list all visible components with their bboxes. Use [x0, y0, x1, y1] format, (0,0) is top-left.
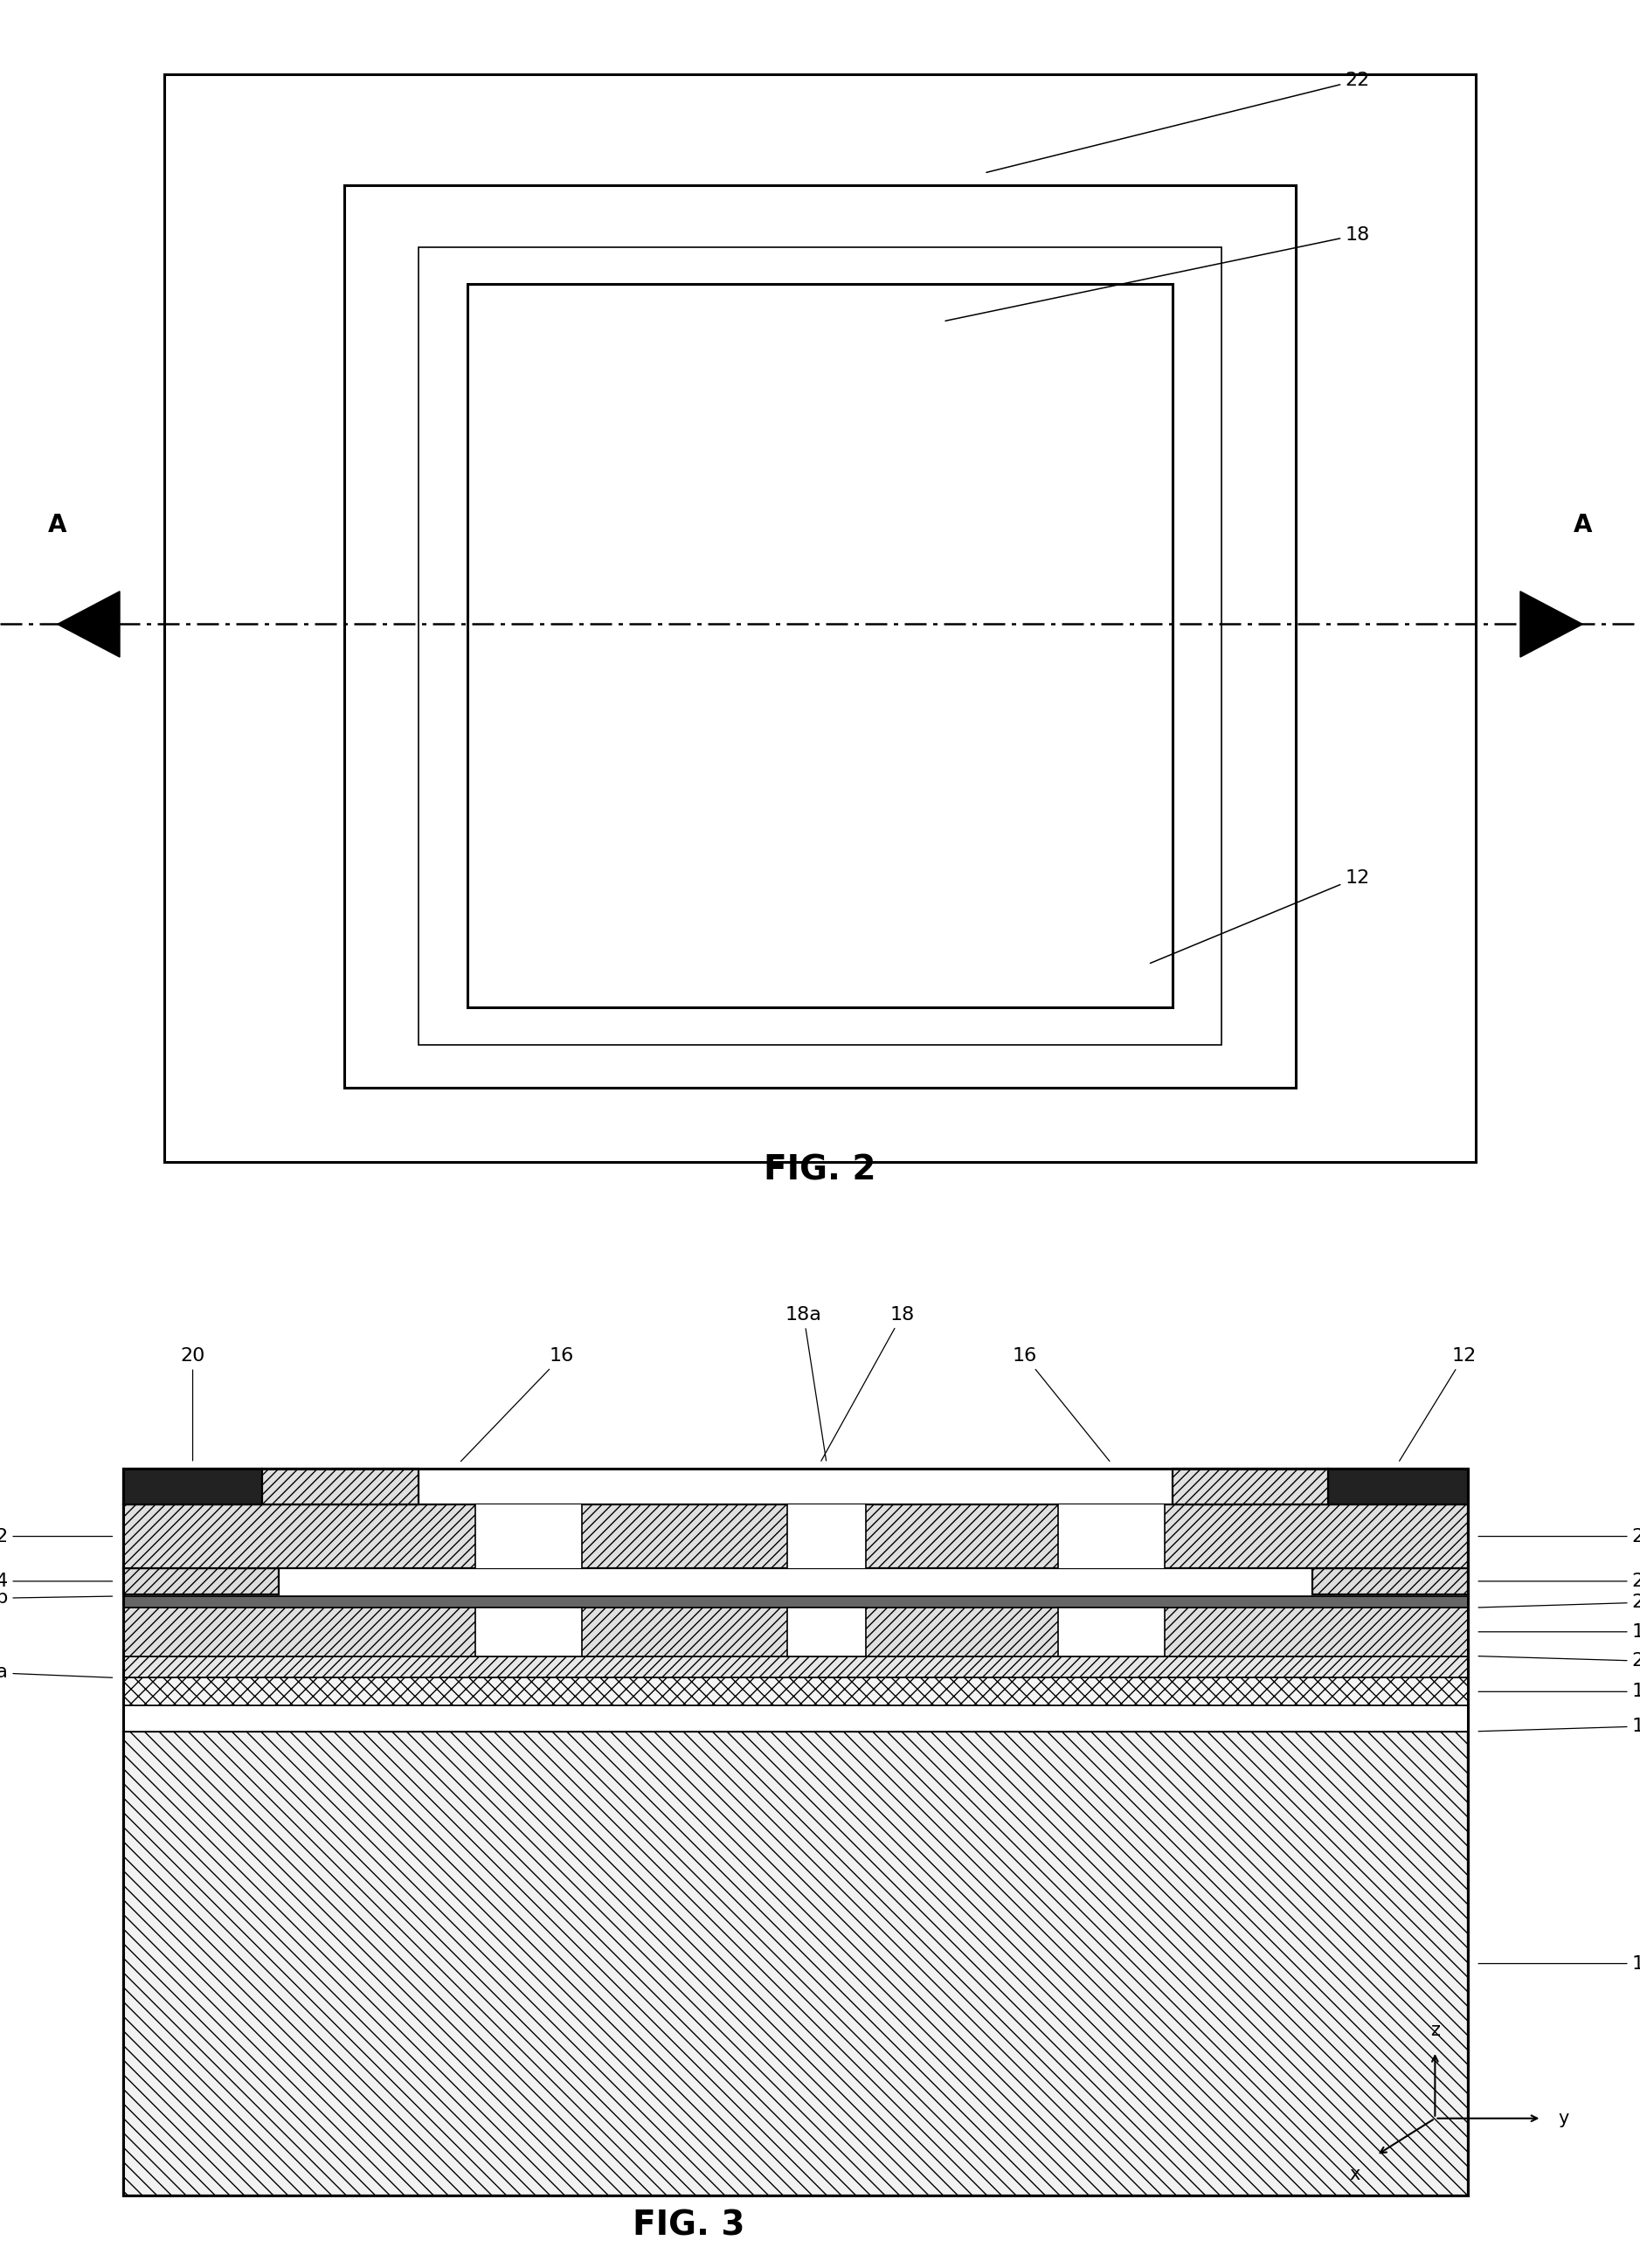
- Bar: [262, 1467, 418, 1504]
- Bar: [1173, 1467, 1328, 1504]
- Bar: [787, 1608, 866, 1656]
- Bar: [123, 1678, 1468, 1706]
- Bar: [476, 1504, 582, 1569]
- Text: 22a: 22a: [1478, 1653, 1640, 1669]
- Text: 22: 22: [1478, 1529, 1640, 1545]
- Text: 22: 22: [986, 73, 1369, 172]
- Bar: [123, 1504, 1468, 1569]
- Bar: [123, 1597, 1468, 1608]
- Bar: [1328, 1467, 1468, 1504]
- Polygon shape: [57, 592, 120, 658]
- Bar: [476, 1608, 582, 1656]
- Text: 22: 22: [0, 1529, 113, 1545]
- Text: 16: 16: [1012, 1347, 1110, 1461]
- Bar: [123, 1467, 262, 1504]
- Bar: [467, 284, 1173, 1007]
- Text: 20: 20: [1478, 1594, 1640, 1610]
- Text: 12: 12: [1399, 1347, 1476, 1461]
- Text: FIG. 3: FIG. 3: [633, 2209, 745, 2243]
- Text: 12: 12: [1478, 1624, 1640, 1640]
- Text: A: A: [1573, 513, 1592, 538]
- Text: z: z: [1430, 2021, 1440, 2039]
- Bar: [123, 1608, 1468, 1656]
- Bar: [123, 1706, 1468, 1730]
- Bar: [1058, 1504, 1164, 1569]
- Bar: [418, 247, 1222, 1046]
- Bar: [123, 1569, 279, 1594]
- Text: FIG. 2: FIG. 2: [764, 1154, 876, 1186]
- Text: 12: 12: [1150, 869, 1369, 964]
- Bar: [123, 1467, 1468, 2195]
- Bar: [1312, 1569, 1468, 1594]
- Text: A: A: [48, 513, 67, 538]
- Bar: [1058, 1608, 1164, 1656]
- Text: x: x: [1350, 2166, 1360, 2184]
- Polygon shape: [1520, 592, 1583, 658]
- Text: 12: 12: [1478, 1717, 1640, 1735]
- Bar: [787, 1504, 866, 1569]
- Text: 22b: 22b: [0, 1590, 113, 1608]
- Text: 22a: 22a: [0, 1665, 113, 1681]
- Text: y: y: [1558, 2109, 1569, 2127]
- Text: 14: 14: [1478, 1683, 1640, 1701]
- Text: 20: 20: [180, 1347, 205, 1461]
- Text: 18a: 18a: [786, 1306, 827, 1461]
- Text: 16: 16: [461, 1347, 574, 1461]
- Text: 24: 24: [0, 1572, 113, 1590]
- Bar: [123, 1656, 1468, 1678]
- Text: 10: 10: [1478, 1955, 1640, 1973]
- Bar: [344, 186, 1296, 1089]
- Bar: [164, 75, 1476, 1161]
- Text: 18: 18: [822, 1306, 915, 1461]
- Text: 18: 18: [945, 227, 1369, 320]
- Text: 24: 24: [1478, 1572, 1640, 1590]
- Bar: [123, 1730, 1468, 2195]
